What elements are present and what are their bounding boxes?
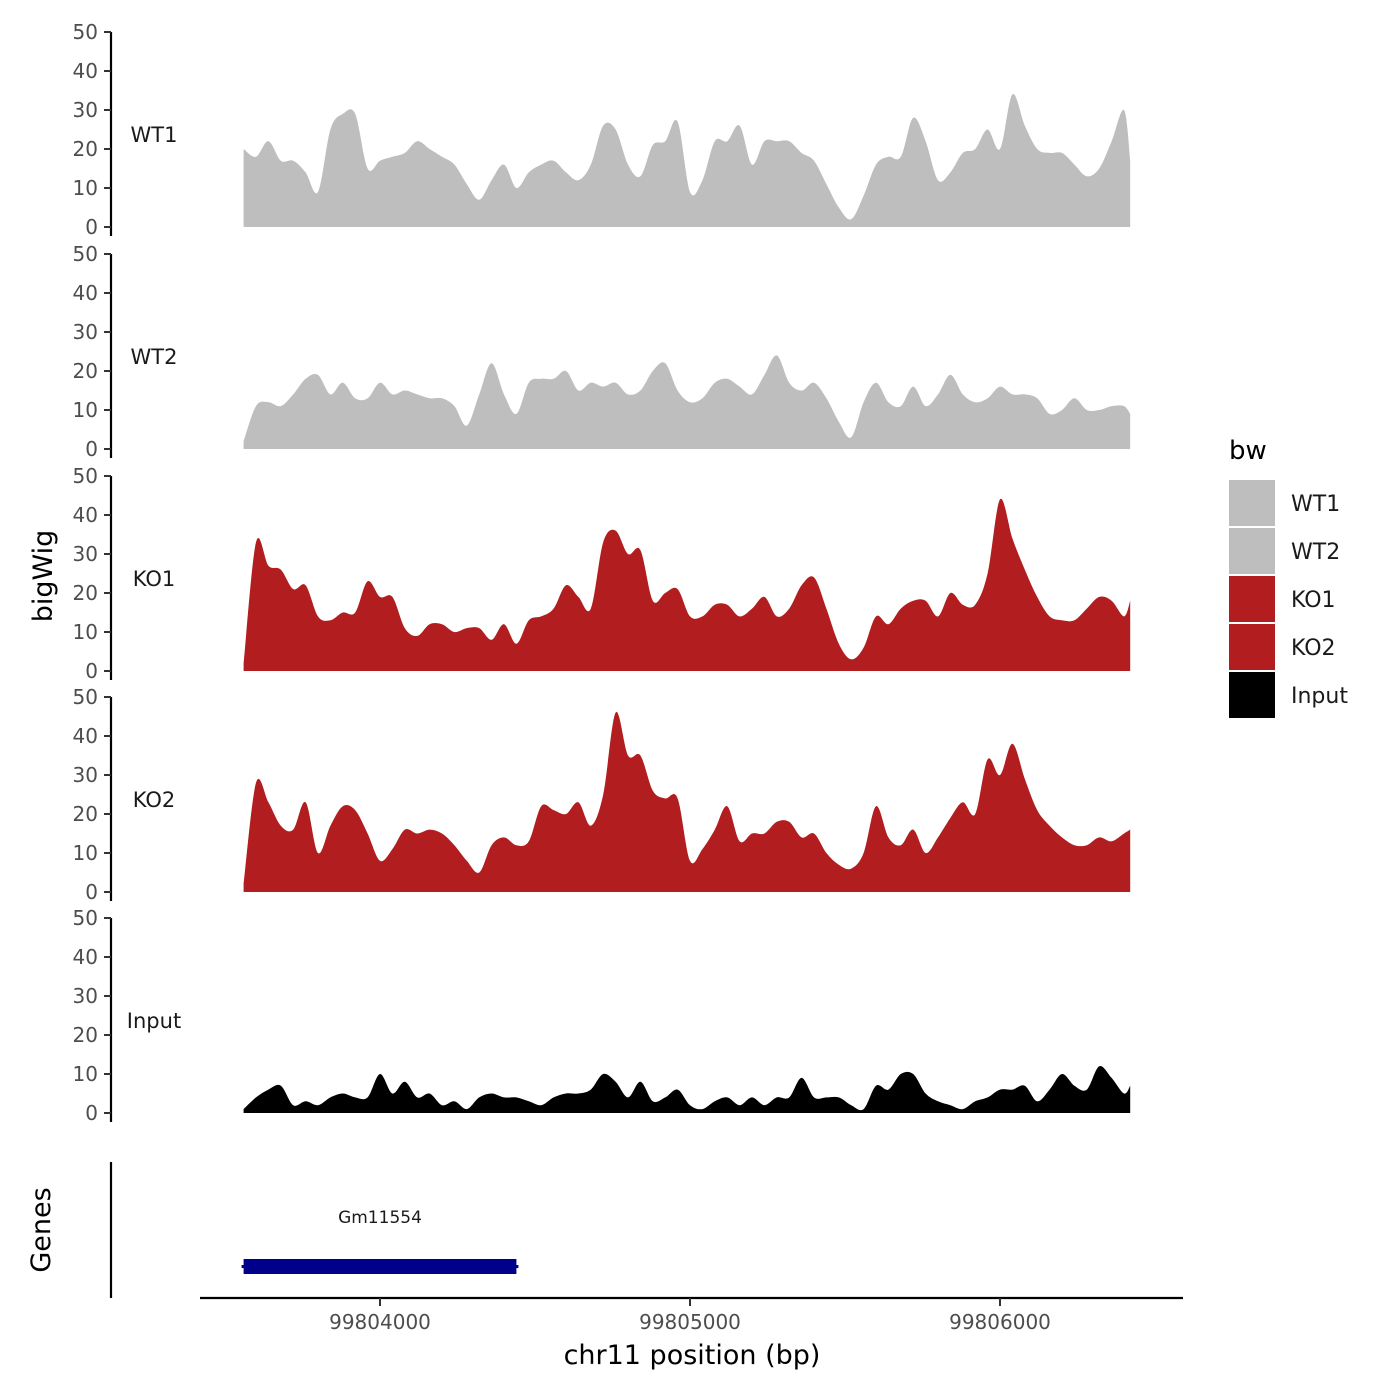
y-tick-label: 30 (73, 984, 98, 1008)
legend-label-wt1: WT1 (1291, 492, 1340, 517)
track-ko1: 0 10 20 30 40 50 KO1 (73, 464, 1131, 683)
x-tick-label: 99806000 (949, 1310, 1051, 1334)
area-wt1 (243, 94, 1131, 227)
y-tick-label: 0 (85, 1101, 98, 1125)
track-input: 0 10 20 30 40 50 Input (73, 906, 1131, 1125)
y-tick-label: 0 (85, 215, 98, 239)
y-tick-label: 20 (73, 1023, 98, 1047)
legend-title: bw (1229, 436, 1267, 466)
y-axis-title: bigWig (28, 530, 59, 623)
x-axis: 99804000 99805000 99806000 (200, 1296, 1183, 1334)
y-tick-label: 20 (73, 359, 98, 383)
y-tick-label: 10 (73, 620, 98, 644)
y-tick-label: 50 (73, 464, 98, 488)
track-label-wt2: WT2 (131, 345, 178, 369)
y-tick-label: 0 (85, 437, 98, 461)
legend-label-ko1: KO1 (1291, 588, 1336, 613)
y-tick-label: 20 (73, 802, 98, 826)
track-wt2: 0 10 20 30 40 50 WT2 (73, 242, 1131, 461)
area-ko2 (243, 711, 1131, 892)
y-tick-label: 50 (73, 20, 98, 44)
y-tick-label: 50 (73, 906, 98, 930)
x-tick-label: 99805000 (639, 1310, 741, 1334)
legend-key-wt2 (1229, 528, 1275, 574)
y-tick-label: 20 (73, 137, 98, 161)
y-tick-label: 30 (73, 542, 98, 566)
track-ko2: 0 10 20 30 40 50 KO2 (73, 685, 1131, 904)
x-axis-title: chr11 position (bp) (564, 1340, 821, 1371)
y-tick-label: 0 (85, 880, 98, 904)
y-tick-label: 40 (73, 59, 98, 83)
area-ko1 (243, 498, 1131, 671)
y-tick-label: 50 (73, 242, 98, 266)
legend-key-ko2 (1229, 624, 1275, 670)
y-tick-label: 40 (73, 945, 98, 969)
legend-key-wt1 (1229, 480, 1275, 526)
y-tick-label: 10 (73, 1062, 98, 1086)
y-tick-label: 10 (73, 176, 98, 200)
legend: bw WT1 WT2 KO1 KO2 Input (1229, 436, 1348, 718)
y-tick-label: 40 (73, 281, 98, 305)
legend-label-ko2: KO2 (1291, 636, 1336, 661)
legend-label-wt2: WT2 (1291, 540, 1340, 565)
y-tick-label: 0 (85, 659, 98, 683)
y-tick-label: 10 (73, 841, 98, 865)
track-label-ko2: KO2 (133, 788, 176, 812)
track-label-ko1: KO1 (133, 567, 176, 591)
x-tick-label: 99804000 (329, 1310, 431, 1334)
gene-label: Gm11554 (338, 1208, 422, 1228)
track-label-wt1: WT1 (131, 123, 178, 147)
y-tick-label: 30 (73, 320, 98, 344)
coverage-tracks: 0 10 20 30 40 50 WT1 0 10 20 30 40 50 WT2 0 10 20 30 40 50 K… (73, 20, 1131, 1125)
area-wt2 (243, 355, 1131, 449)
genes-panel-title: Genes (26, 1187, 57, 1272)
y-tick-label: 50 (73, 685, 98, 709)
y-tick-label: 40 (73, 503, 98, 527)
y-tick-label: 10 (73, 398, 98, 422)
y-tick-label: 30 (73, 763, 98, 787)
legend-label-input: Input (1291, 684, 1348, 709)
genes-panel: Genes Gm11554 (26, 1162, 519, 1298)
track-wt1: 0 10 20 30 40 50 WT1 (73, 20, 1131, 239)
track-label-input: Input (127, 1009, 181, 1033)
legend-key-input (1229, 672, 1275, 718)
y-tick-label: 20 (73, 581, 98, 605)
y-tick-label: 30 (73, 98, 98, 122)
y-tick-label: 40 (73, 724, 98, 748)
area-input (243, 1065, 1131, 1113)
legend-key-ko1 (1229, 576, 1275, 622)
